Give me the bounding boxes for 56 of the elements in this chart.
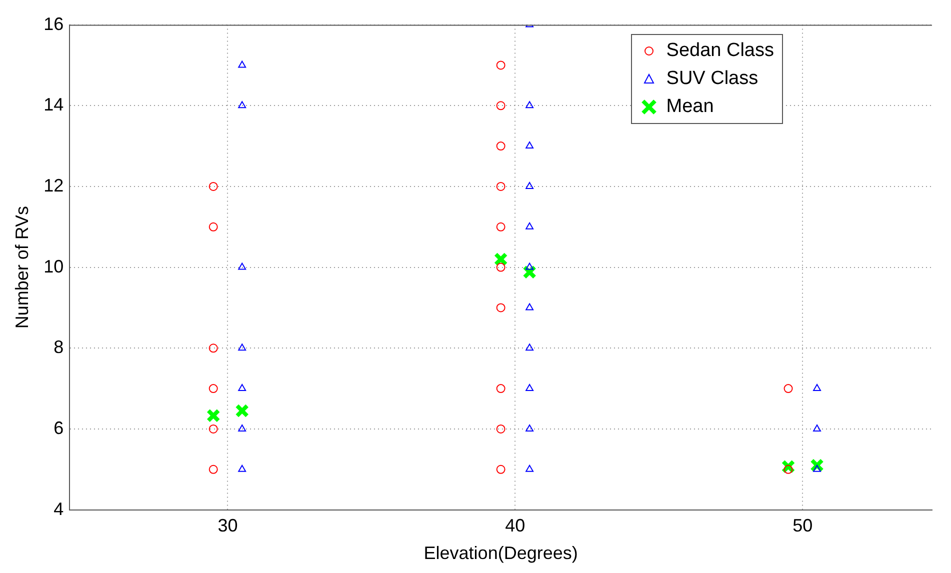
x-tick-label: 50 [792,516,813,536]
point [208,182,218,191]
legend-label: SUV Class [666,67,758,91]
point [238,424,246,432]
point [208,464,218,474]
x-axis-title: Elevation(Degrees) [424,543,578,564]
point [494,252,508,266]
point [526,262,534,270]
y-tick-label: 12 [44,175,64,196]
x-tick-label: 30 [218,516,238,536]
point [208,222,218,232]
point [208,384,218,394]
point [496,303,506,312]
point [496,101,506,110]
point [784,384,793,394]
point [238,101,246,108]
point [238,464,246,472]
point [206,408,220,423]
point [526,424,534,432]
x-tick-label: 40 [505,516,526,536]
point [784,464,793,474]
y-tick-label: 4 [54,498,64,519]
point [526,384,534,392]
y-tick-label: 16 [44,14,64,34]
y-axis-title: Number of RVs [12,206,32,329]
point [496,142,506,151]
point [496,424,506,434]
point [238,60,246,68]
point [813,384,821,392]
point [496,262,506,272]
point [496,182,506,191]
point [813,424,821,432]
y-tick-label: 6 [54,418,64,438]
point [496,384,506,394]
point [526,182,534,189]
legend-label: Sedan Class [666,39,774,63]
point [526,344,534,351]
point [526,464,534,472]
point [813,464,821,472]
legend-label: Mean [666,95,714,119]
y-tick-label: 8 [54,337,64,358]
y-tick-label: 10 [44,256,64,276]
point [526,303,534,310]
point [526,142,534,149]
y-tick-label: 14 [44,94,64,115]
point [496,464,506,474]
point [496,222,506,232]
point [526,222,534,230]
point [496,60,506,70]
point [238,384,246,392]
point [238,344,246,351]
point [208,424,218,434]
point [526,101,534,108]
point [208,344,218,353]
point [238,262,246,270]
point [235,404,250,418]
